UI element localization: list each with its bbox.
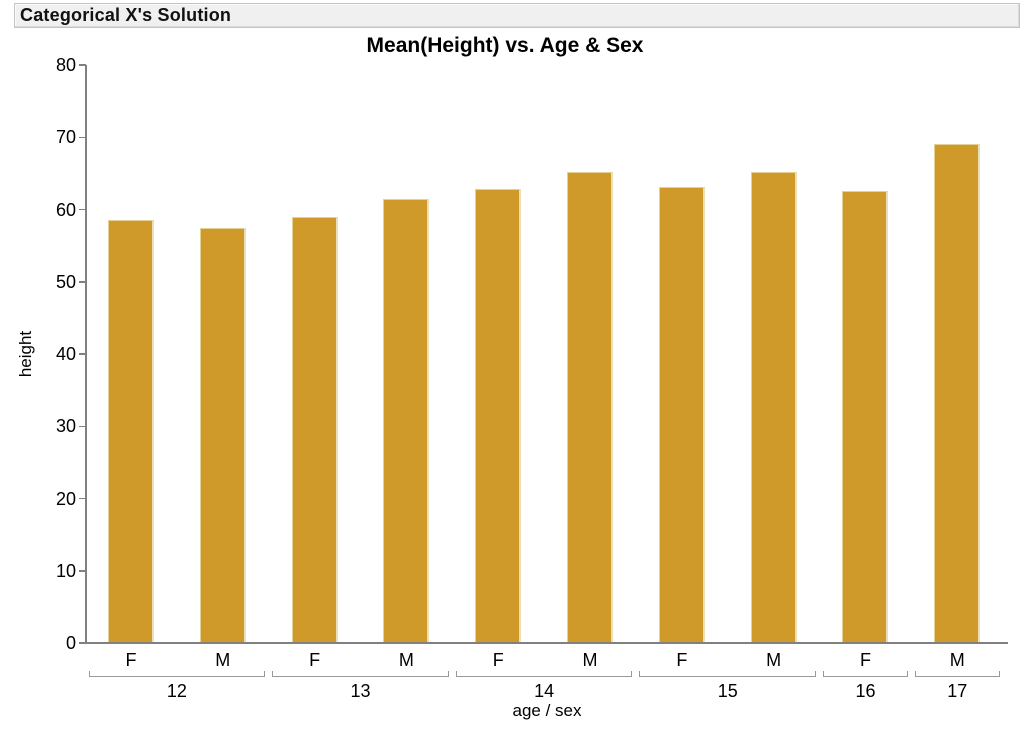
- bar-sex-label: F: [676, 650, 688, 670]
- bar-sex-label: F: [492, 650, 504, 670]
- y-tick-label: 0: [65, 633, 76, 653]
- group-label-16: 16: [855, 681, 876, 701]
- group-label-12: 12: [166, 681, 187, 701]
- y-tick-label: 40: [55, 344, 76, 364]
- y-tick-mark: [79, 281, 86, 283]
- y-tick-mark: [79, 353, 86, 355]
- bar-M-15[interactable]: [750, 171, 797, 643]
- bar-M-17[interactable]: [934, 144, 981, 643]
- y-tick-label: 80: [55, 55, 76, 75]
- group-label-17: 17: [947, 681, 968, 701]
- group-bracket-13: [272, 671, 449, 677]
- bar-sex-label: F: [309, 650, 321, 670]
- y-tick-mark: [79, 570, 86, 572]
- group-bracket-12: [88, 671, 266, 677]
- y-tick-label: 60: [55, 199, 76, 220]
- y-tick-mark: [79, 64, 86, 66]
- x-axis-label: age / sex: [512, 701, 582, 720]
- group-bracket-14: [455, 671, 633, 677]
- group-bracket-17: [914, 671, 1000, 677]
- bar-sex-label: M: [949, 650, 965, 670]
- y-tick-mark: [79, 208, 86, 211]
- bar-F-14[interactable]: [475, 189, 522, 643]
- bar-M-12[interactable]: [199, 228, 246, 643]
- window-title-bar[interactable]: Categorical X's Solution: [14, 3, 1020, 28]
- bar-F-15[interactable]: [658, 187, 705, 643]
- x-axis-line: [85, 641, 1008, 644]
- bar-sex-label: M: [398, 650, 414, 670]
- group-bracket-16: [823, 671, 908, 677]
- y-axis-label: height: [16, 330, 35, 378]
- bar-M-13[interactable]: [383, 199, 430, 643]
- y-tick-mark: [79, 642, 86, 644]
- group-label-13: 13: [350, 681, 371, 701]
- y-tick-label: 70: [55, 127, 76, 148]
- group-label-14: 14: [534, 681, 555, 701]
- bar-F-16[interactable]: [842, 190, 889, 643]
- bar-M-14[interactable]: [567, 171, 614, 643]
- chart-title: Mean(Height) vs. Age & Sex: [366, 34, 644, 57]
- y-tick-mark: [79, 425, 86, 427]
- group-label-15: 15: [717, 681, 738, 701]
- y-tick-label: 30: [55, 416, 76, 437]
- y-tick-label: 10: [55, 560, 76, 581]
- bar-sex-label: F: [859, 650, 871, 670]
- bar-sex-label: F: [125, 650, 137, 670]
- y-tick-label: 50: [55, 271, 76, 292]
- window-title: Categorical X's Solution: [20, 5, 232, 25]
- y-tick-label: 20: [55, 488, 76, 509]
- bar-sex-label: M: [215, 650, 231, 670]
- bar-F-12[interactable]: [108, 219, 154, 643]
- bar-sex-label: M: [766, 650, 782, 670]
- group-bracket-15: [639, 671, 817, 677]
- y-tick-mark: [79, 136, 86, 138]
- bar-F-13[interactable]: [291, 216, 338, 643]
- bar-sex-label: M: [582, 650, 598, 670]
- y-tick-mark: [79, 497, 86, 500]
